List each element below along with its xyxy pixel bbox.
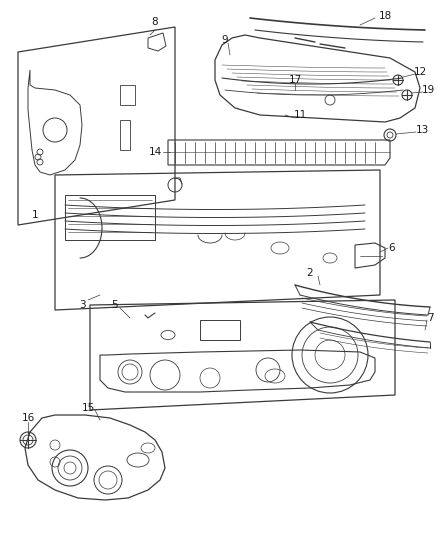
Text: 6: 6 xyxy=(388,243,394,253)
Text: 13: 13 xyxy=(414,125,427,135)
Text: 19: 19 xyxy=(420,85,434,95)
Text: 7: 7 xyxy=(426,313,432,323)
Text: 5: 5 xyxy=(111,300,118,310)
Text: 1: 1 xyxy=(32,210,38,220)
Text: 15: 15 xyxy=(81,403,95,413)
Text: 14: 14 xyxy=(148,147,161,157)
Text: 3: 3 xyxy=(78,300,85,310)
Text: 2: 2 xyxy=(306,268,313,278)
Text: 12: 12 xyxy=(413,67,426,77)
Text: 9: 9 xyxy=(221,35,228,45)
Text: 8: 8 xyxy=(152,17,158,27)
Text: 17: 17 xyxy=(288,75,301,85)
Text: 16: 16 xyxy=(21,413,35,423)
Text: 18: 18 xyxy=(378,11,391,21)
Text: 11: 11 xyxy=(293,110,306,120)
